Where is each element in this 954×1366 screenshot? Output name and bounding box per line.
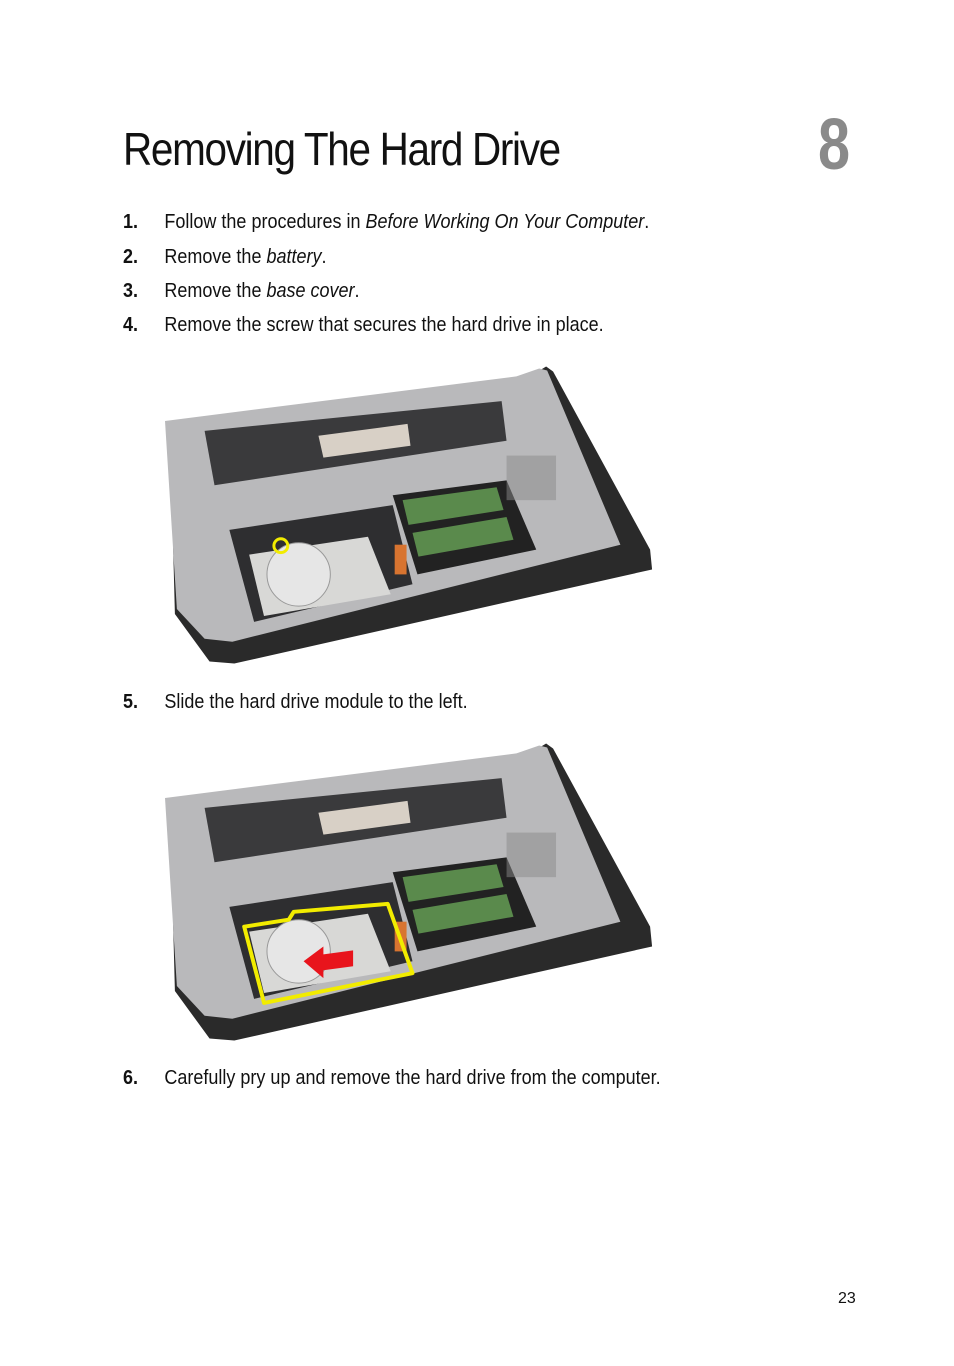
link-text: base cover <box>266 280 355 302</box>
title: Removing The Hard Drive <box>123 123 561 175</box>
step-number: 4. <box>123 314 139 336</box>
step-number: 3. <box>123 280 139 302</box>
figure-screw <box>165 365 660 665</box>
step-text: . <box>354 280 360 302</box>
link-text: battery <box>266 246 322 268</box>
step: 2. Remove the battery. <box>123 246 326 269</box>
step-text: Slide the hard drive module to the left. <box>164 691 468 713</box>
figure-slide <box>165 742 660 1042</box>
step-text: Remove the screw that secures the hard d… <box>164 314 604 336</box>
step: 5. Slide the hard drive module to the lef… <box>123 691 468 714</box>
page-number: 23 <box>838 1290 856 1307</box>
step-number: 5. <box>123 691 139 713</box>
step-text: . <box>321 246 327 268</box>
step-number: 1. <box>123 211 139 233</box>
step: 3. Remove the base cover. <box>123 280 360 303</box>
step: 1. Follow the procedures in Before Workin… <box>123 211 649 234</box>
step: 6. Carefully pry up and remove the hard d… <box>123 1067 661 1090</box>
step-text: Carefully pry up and remove the hard dri… <box>164 1067 661 1089</box>
step-text: Remove the <box>164 246 267 268</box>
step-text: Follow the procedures in <box>164 211 366 233</box>
step-number: 2. <box>123 246 139 268</box>
step-text: Remove the <box>164 280 267 302</box>
step-text: . <box>644 211 650 233</box>
step: 4. Remove the screw that secures the hard… <box>123 314 604 337</box>
step-number: 6. <box>123 1067 139 1089</box>
link-text: Before Working On Your Computer <box>365 211 645 233</box>
chapter-number: 8 <box>818 105 851 185</box>
